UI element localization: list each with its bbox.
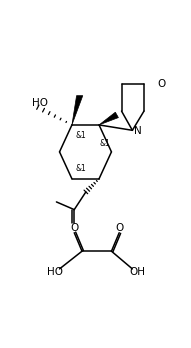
Text: O: O	[70, 223, 78, 233]
Text: O: O	[115, 223, 123, 233]
Text: N: N	[134, 126, 142, 136]
Text: O: O	[157, 79, 165, 89]
Text: &1: &1	[76, 131, 87, 140]
Text: &1: &1	[76, 164, 87, 173]
Text: HO: HO	[32, 98, 48, 108]
Polygon shape	[99, 112, 118, 125]
Text: HO: HO	[47, 267, 63, 277]
Text: &1: &1	[99, 139, 110, 148]
Text: OH: OH	[129, 267, 145, 277]
Polygon shape	[72, 96, 83, 125]
